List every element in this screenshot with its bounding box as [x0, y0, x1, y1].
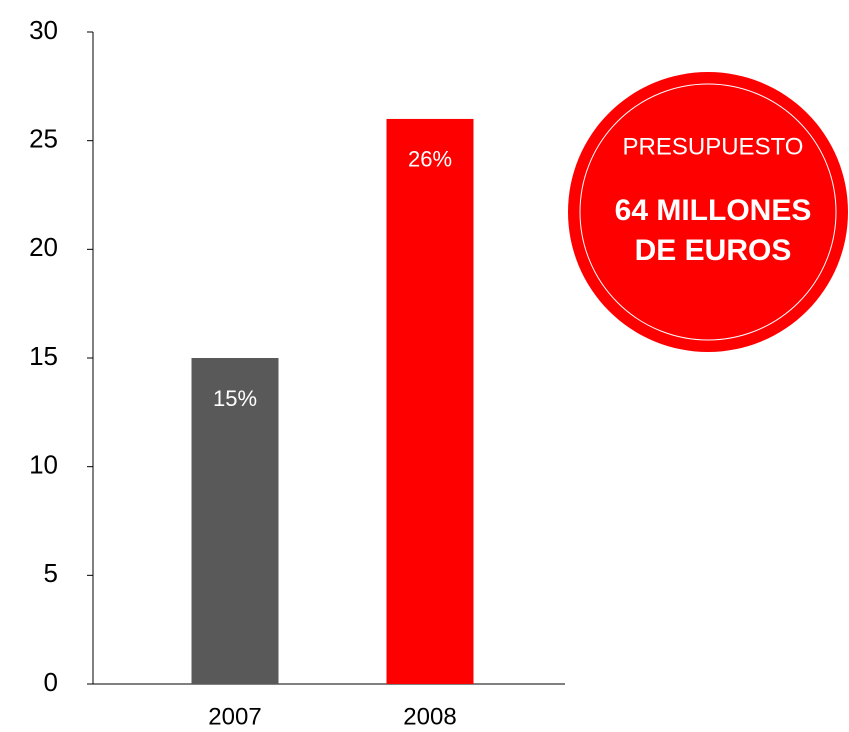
value-label: 26% — [408, 147, 452, 172]
y-tick-label: 20 — [29, 232, 58, 262]
y-tick-label: 30 — [29, 15, 58, 45]
badge-ring — [579, 83, 837, 341]
badge-text: 64 MILLONES — [615, 194, 812, 227]
y-tick-label: 15 — [29, 341, 58, 371]
badge-text: PRESUPUESTO — [623, 133, 804, 160]
bar — [386, 118, 474, 684]
value-label: 15% — [213, 386, 257, 411]
x-tick-label: 2008 — [403, 703, 456, 730]
badge — [568, 72, 848, 352]
y-tick-label: 5 — [44, 558, 58, 588]
x-tick-label: 2007 — [208, 703, 261, 730]
y-tick-label: 25 — [29, 124, 58, 154]
y-tick-label: 10 — [29, 450, 58, 480]
badge-text: DE EUROS — [635, 234, 792, 267]
bar — [191, 358, 279, 684]
y-tick-label: 0 — [44, 667, 58, 697]
